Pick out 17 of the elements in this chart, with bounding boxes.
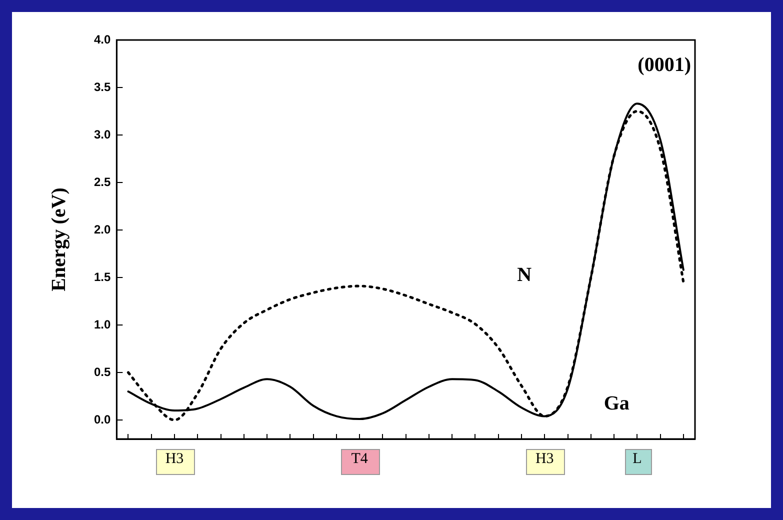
text: N xyxy=(517,264,532,286)
series-label: Ga xyxy=(604,392,630,414)
y-tick-label: 1.5 xyxy=(94,270,111,284)
y-tick-label: 0.0 xyxy=(94,412,111,426)
y-tick-label: 2.5 xyxy=(94,174,111,189)
y-tick-label: 1.0 xyxy=(94,317,111,332)
y-tick-label: 0.5 xyxy=(94,364,111,379)
y-tick-label: 3.5 xyxy=(94,80,111,94)
x-tick-label: H3 xyxy=(535,450,554,467)
y-tick-label: 3.0 xyxy=(94,127,111,142)
x-tick-label: L xyxy=(632,450,642,467)
y-tick-label: 2.0 xyxy=(94,222,111,236)
x-tick-label: T4 xyxy=(351,450,368,467)
x-tick-label: H3 xyxy=(165,450,184,467)
annotation: (0001) xyxy=(638,54,691,76)
y-tick-label: 4.0 xyxy=(94,32,111,46)
y-axis-title: Energy (eV) xyxy=(48,188,70,292)
